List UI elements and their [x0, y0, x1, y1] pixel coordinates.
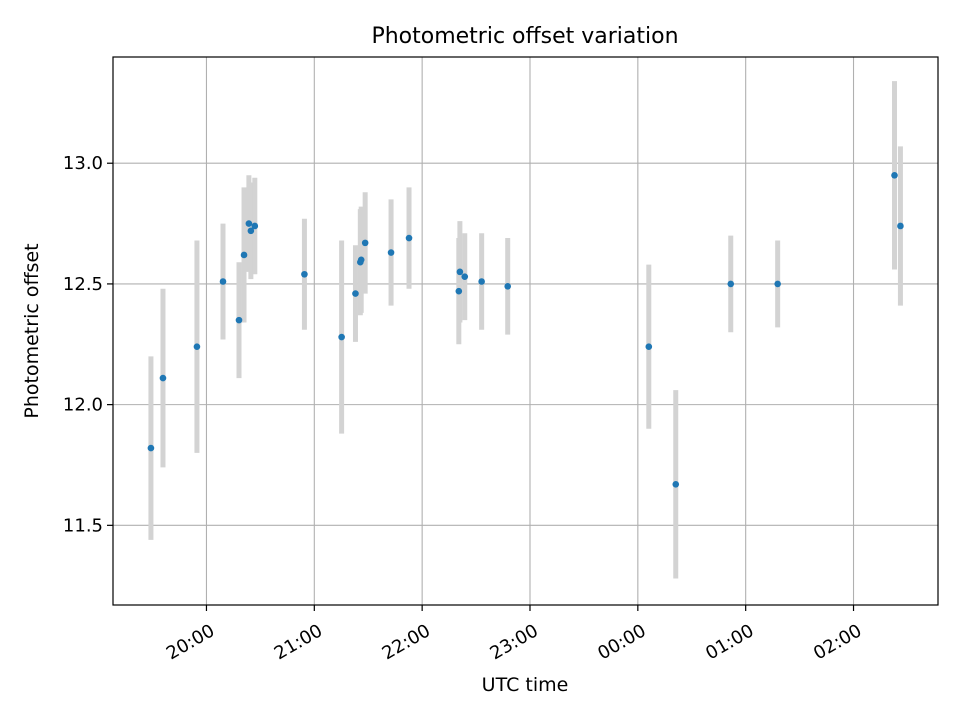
data-point: [251, 222, 259, 230]
data-point: [247, 227, 255, 235]
data-point: [891, 171, 898, 179]
data-point: [357, 256, 365, 264]
data-point: [461, 273, 469, 280]
data-point: [478, 278, 485, 285]
y-tick-label: 13.0: [63, 153, 103, 174]
data-point: [147, 444, 155, 452]
data-point: [645, 343, 653, 350]
data-point: [338, 333, 345, 341]
data-point: [387, 249, 395, 256]
data-point: [897, 222, 904, 230]
plot-frame: [112, 56, 939, 606]
y-tick-label: 12.0: [63, 395, 103, 416]
x-axis-label: UTC time: [482, 674, 569, 696]
data-point: [193, 343, 201, 350]
data-point: [504, 283, 512, 290]
data-point: [245, 220, 253, 227]
data-point: [235, 316, 243, 324]
y-axis-label: Photometric offset: [21, 243, 43, 418]
data-points: [147, 171, 904, 488]
y-axis-ticks: 11.5 12.0 12.5 13.0: [63, 153, 113, 536]
data-point: [219, 278, 227, 285]
data-point: [352, 290, 359, 297]
data-point: [455, 287, 463, 295]
data-point: [405, 234, 413, 242]
data-point: [456, 268, 464, 276]
y-tick-label: 12.5: [63, 274, 103, 295]
data-point: [774, 280, 781, 288]
data-point: [159, 374, 167, 382]
data-point: [240, 251, 248, 259]
data-point: [361, 239, 369, 247]
data-point: [727, 280, 735, 288]
data-point: [672, 480, 680, 488]
y-tick-label: 11.5: [63, 515, 103, 536]
chart-title: Photometric offset variation: [371, 24, 678, 49]
grid: [113, 57, 938, 605]
data-point: [301, 270, 308, 278]
